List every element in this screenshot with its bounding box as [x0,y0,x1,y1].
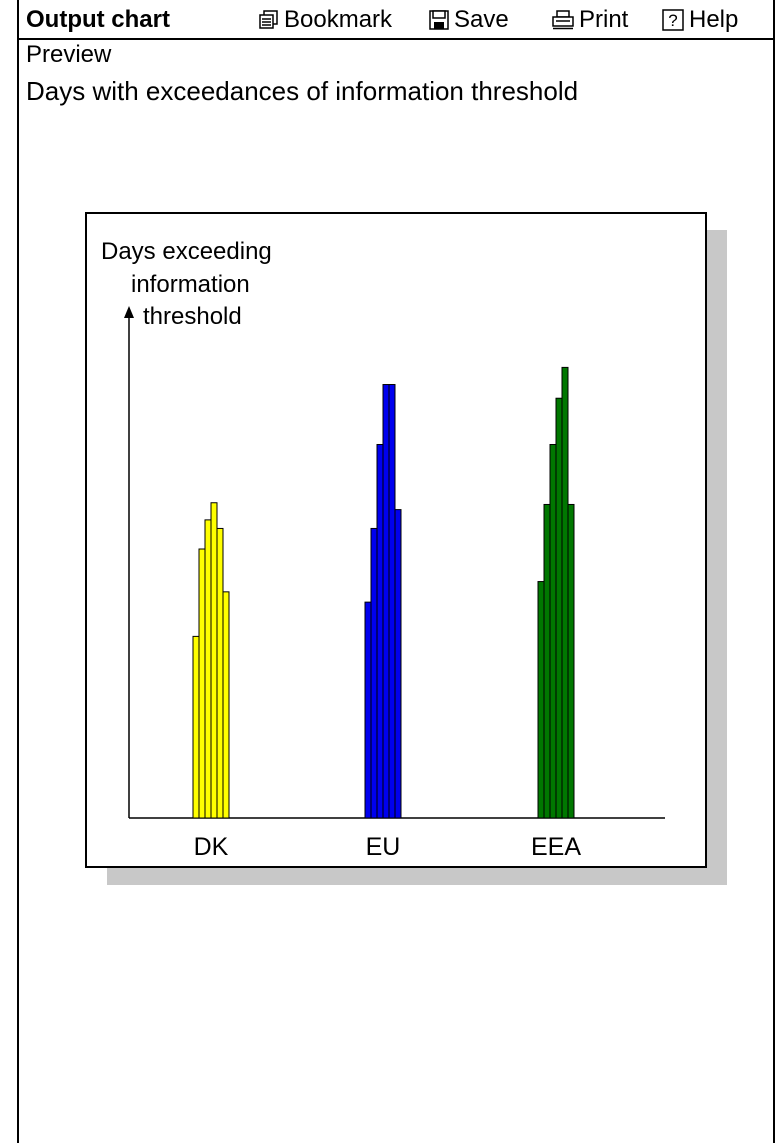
bar [549,443,557,819]
preview-label: Preview [26,41,112,68]
category-label: EEA [531,833,581,861]
save-button[interactable]: Save [429,5,509,35]
bar [537,581,545,819]
bookmark-label: Bookmark [284,6,393,33]
bar [370,527,378,819]
bookmark-button[interactable]: Bookmark [259,5,392,35]
output-window: Output chart Bookmark [17,0,775,1143]
help-label: Help [689,6,739,33]
help-icon: ? [662,9,684,31]
category-label: DK [194,833,229,861]
print-button[interactable]: Print [552,5,628,35]
bar [204,519,212,819]
bar [376,443,384,819]
chart-panel: Days exceeding information threshold DK EU EE… [85,212,707,868]
chart-heading: Days with exceedances of information thr… [26,76,579,106]
bar [382,384,390,819]
bar [388,384,396,819]
svg-text:?: ? [668,11,677,30]
y-axis-label-line: threshold [143,303,242,330]
save-icon [429,10,449,30]
printer-icon [552,10,574,30]
y-axis-arrow [124,306,134,318]
bar [561,366,569,819]
bar [364,601,372,819]
bar-chart: Days exceeding information threshold DK EU EE… [101,238,665,861]
bar [567,503,575,819]
bar [222,591,230,819]
save-label: Save [454,6,509,33]
bar [198,548,206,819]
bar [555,397,563,819]
bar [192,635,200,819]
y-axis-label-line: information [131,271,250,298]
bar [210,502,218,819]
toolbar: Output chart Bookmark [19,0,773,40]
bar [543,503,551,819]
category-label: EU [366,833,401,861]
print-label: Print [579,6,629,33]
bar [216,527,224,819]
bar [394,509,402,819]
y-axis-label-line: Days exceeding [101,238,272,265]
help-button[interactable]: ? Help [662,5,738,35]
bookmark-icon [259,10,279,30]
window-title: Output chart [26,6,170,33]
